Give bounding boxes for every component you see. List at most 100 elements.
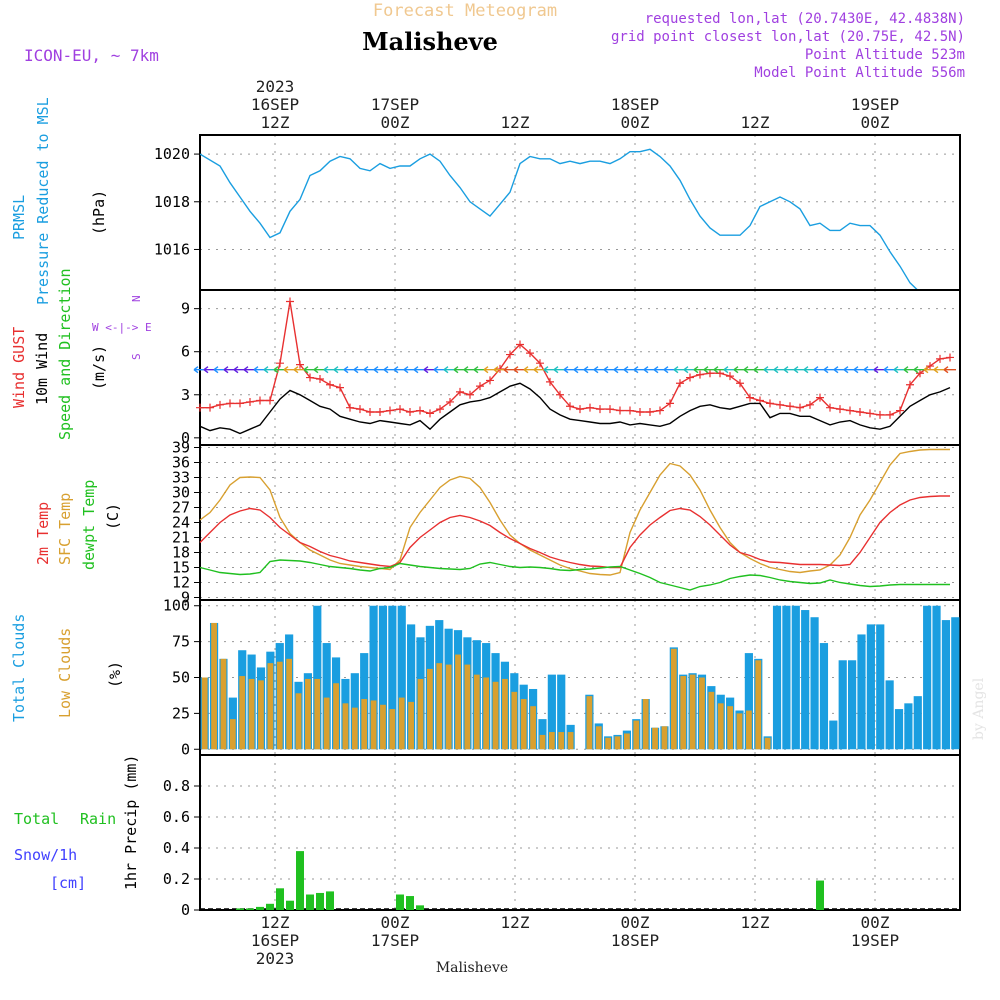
gust-marker	[746, 393, 754, 402]
gust-marker	[896, 406, 904, 415]
low-cloud-bar	[305, 678, 311, 750]
rain-bar	[276, 888, 284, 910]
gust-marker	[296, 360, 304, 369]
total-cloud-bar	[547, 674, 556, 750]
y-tick-label: 21	[172, 529, 190, 547]
credit-text: by Angel	[971, 677, 987, 740]
total-cloud-bar	[388, 605, 397, 750]
total-cloud-bar	[913, 696, 922, 750]
gust-marker	[516, 340, 524, 349]
gust-marker	[336, 383, 344, 392]
low-cloud-bar	[539, 734, 546, 750]
gust-marker	[376, 407, 384, 416]
gust-marker	[716, 369, 724, 378]
gust-marker	[436, 405, 444, 414]
low-cloud-bar	[258, 680, 264, 750]
gust-marker	[866, 409, 874, 418]
gust-marker	[386, 406, 394, 415]
low-cloud-bar	[426, 668, 433, 750]
gust-marker	[486, 376, 494, 385]
gust-marker	[656, 406, 664, 415]
rain-bar	[286, 900, 294, 910]
precip-rain-label: Rain	[80, 810, 116, 828]
panel-frame	[199, 754, 961, 911]
total-cloud-bar	[876, 624, 885, 750]
time-label-bottom: 00Z	[861, 913, 890, 932]
time-label-bottom: 00Z	[621, 913, 650, 932]
wind-unit: (m/s)	[90, 345, 108, 390]
sfc-label: SFC Temp	[56, 493, 74, 565]
low-cloud-bar	[445, 664, 452, 750]
gust-marker	[646, 407, 654, 416]
total-cloud-bar	[744, 653, 753, 750]
low-cloud-bar	[727, 706, 734, 750]
y-tick-label: 0.8	[163, 777, 190, 795]
low-cloud-bar	[595, 726, 602, 750]
low-cloud-bar	[699, 677, 705, 750]
low-cloud-bar	[520, 699, 527, 750]
gust-marker	[566, 402, 574, 411]
time-label-top: 12Z	[501, 113, 530, 132]
gust-marker	[546, 377, 554, 386]
low-cloud-bar	[605, 737, 612, 750]
total-cloud-bar	[397, 605, 406, 750]
precip-unit: 1hr Precip (mm)	[122, 755, 140, 890]
low-cloud-bar	[239, 676, 246, 750]
requested-coords: requested lon,lat (20.7430E, 42.4838N)	[645, 11, 965, 27]
gridpoint-coords: grid point closest lon,lat (20.75E, 42.5…	[611, 29, 965, 45]
rain-bar	[406, 896, 414, 910]
time-label-top: 18SEP	[611, 95, 659, 114]
model-label: ICON-EU, ~ 7km	[24, 46, 159, 65]
gust-marker	[906, 380, 914, 389]
dewpt-label: dewpt Temp	[80, 480, 98, 570]
compass-we: W <-|-> E	[92, 321, 152, 334]
gust-label: Wind GUST	[10, 327, 28, 408]
total-cloud-bar	[848, 660, 857, 750]
rain-bar	[266, 903, 274, 910]
temp-unit: (C)	[104, 503, 122, 530]
total-cloud-bar	[923, 605, 932, 750]
total-cloud-bar	[369, 605, 378, 750]
rain-bar	[256, 906, 264, 910]
y-tick-label: 24	[172, 514, 190, 532]
low-cloud-bar	[511, 691, 518, 750]
rain-bar	[236, 908, 244, 910]
low-cloud-bar	[661, 726, 668, 750]
time-label-top: 12Z	[261, 113, 290, 132]
model-altitude: Model Point Altitude 556m	[754, 65, 965, 81]
gust-marker	[466, 390, 474, 399]
low-cloud-bar	[680, 676, 687, 750]
gust-marker	[736, 379, 744, 388]
low-cloud-bar	[361, 699, 368, 750]
low-cloud-bar	[314, 678, 321, 750]
gust-marker	[886, 410, 894, 419]
gust-marker	[666, 399, 674, 408]
time-label-bottom: 00Z	[381, 913, 410, 932]
gust-marker	[236, 399, 244, 408]
low-cloud-bar	[483, 677, 490, 750]
low-cloud-bar	[473, 674, 480, 750]
low-cloud-bar	[286, 658, 293, 750]
rain-bar	[816, 880, 824, 910]
time-label-bottom: 12Z	[741, 913, 770, 932]
gust-marker	[276, 359, 284, 368]
low-cloud-bar	[642, 699, 649, 750]
point-altitude: Point Altitude 523m	[805, 47, 965, 63]
gust-marker	[346, 403, 354, 412]
gust-marker	[856, 407, 864, 416]
gust-marker	[396, 405, 404, 414]
gust-marker	[816, 393, 824, 402]
footer-location: Malisheve	[436, 960, 508, 976]
wind10m-series	[199, 382, 951, 435]
gust-marker	[226, 399, 234, 408]
gust-marker	[356, 405, 364, 414]
rain-bar	[246, 908, 254, 910]
y-tick-label: 18	[172, 544, 190, 562]
dewpt-series	[199, 559, 950, 591]
clouds-panel: 0 25 50 75 100	[163, 597, 961, 758]
prmsl-label: PRMSL	[10, 195, 28, 240]
low-cloud-bar	[408, 701, 415, 750]
time-label-top: 2023	[256, 77, 295, 96]
